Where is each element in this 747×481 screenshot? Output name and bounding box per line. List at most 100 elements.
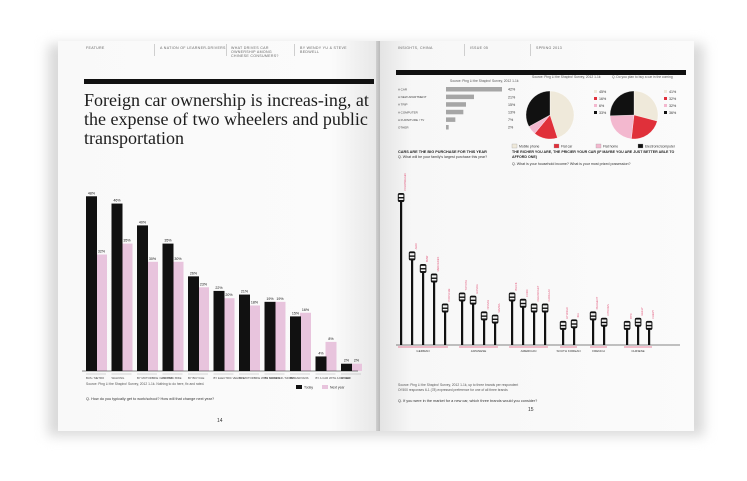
purchase-label: A TRIP — [398, 103, 407, 107]
brand-label: FORD — [525, 289, 529, 296]
page-number: 15 — [528, 407, 534, 413]
page-number: 14 — [217, 418, 223, 424]
purchase-label: A CAR — [398, 88, 408, 92]
car-window — [601, 323, 607, 325]
pie-legend-label: Flat car — [561, 145, 573, 149]
car-window — [624, 326, 630, 328]
income-heading: THE RICHER YOU ARE, THE PRICIER YOUR CAR… — [512, 150, 675, 159]
purchase-value: 42% — [508, 88, 516, 92]
brand-bar — [483, 319, 486, 345]
hbar-source: Source: Ping Li the Shapiro! Survey, 201… — [450, 79, 519, 83]
car-icon — [541, 303, 549, 313]
bar-next-year — [172, 261, 184, 371]
header-divider — [464, 44, 465, 56]
brand-bar — [511, 300, 514, 345]
group-label: FRENCH — [592, 349, 605, 353]
title-rule — [84, 79, 374, 84]
pie2-source: Q. Do you plan to buy a car in the comin… — [612, 75, 673, 79]
section-rule — [396, 70, 686, 75]
brand-bar — [461, 300, 464, 345]
brand-bar — [626, 328, 629, 345]
car-window — [531, 305, 537, 308]
car-icon — [491, 314, 499, 324]
purchase-bar — [446, 102, 466, 107]
pie1-source: Source: Ping Li the Shapiro! Survey, 201… — [532, 75, 601, 79]
bar-today — [264, 301, 276, 371]
pie-gift-slice — [525, 90, 551, 127]
purchase-bar — [446, 94, 474, 100]
value-label-next: 18% — [251, 300, 259, 304]
bar-today — [290, 316, 301, 371]
bar-next-year — [198, 287, 209, 371]
bar-next-year — [121, 243, 133, 371]
brand-label: GEELY — [640, 307, 644, 316]
category-label: BY MOTORBIKE / ELECTRIC BIKE — [137, 376, 182, 380]
car-window — [509, 297, 515, 300]
brand-bar — [573, 327, 576, 345]
purchase-value: 13% — [508, 111, 516, 115]
car-window — [459, 294, 465, 297]
pie-gift-value: 16% — [599, 97, 607, 101]
brand-source: Source: Ping Li the Shapiro! Survey, 201… — [398, 383, 519, 387]
car-window — [590, 313, 596, 316]
car-window — [560, 326, 566, 328]
purchase-label: A NEW APARTMENT — [398, 95, 427, 99]
legend-swatch-next — [322, 385, 328, 389]
left-page: FEATURE A NATION OF LEARNER-DRIVERS WHAT… — [58, 41, 380, 431]
pie-gift-slice — [549, 90, 575, 139]
pie-gift-key — [594, 111, 597, 114]
purchase-value: 15% — [508, 103, 516, 107]
pie-plan-value: 32% — [669, 97, 677, 101]
car-window — [560, 322, 566, 325]
pie-legend-label: Mobile phone — [519, 145, 539, 149]
value-label-next: 8% — [328, 337, 334, 341]
pie-legend-swatch — [637, 143, 644, 149]
value-label-next: 19% — [276, 297, 284, 301]
car-window — [571, 321, 577, 324]
car-window — [590, 316, 596, 319]
category-label: BY ELECTRIC VEHICLE — [214, 376, 245, 380]
bar-next-year — [300, 312, 311, 371]
brand-label: HYUNDAI — [565, 307, 569, 319]
header-divider — [530, 44, 531, 56]
purchase-bar — [446, 87, 502, 92]
group-label: AMERICAN — [521, 349, 537, 353]
bar-next-year — [351, 363, 362, 371]
page-title: Foreign car ownership is increas-ing, at… — [84, 90, 369, 148]
pie-plan-slice — [609, 114, 635, 140]
bar-next-year — [223, 298, 235, 371]
brand-bar — [411, 259, 414, 345]
bar-next-year — [274, 301, 286, 371]
brand-label: HONDA — [475, 284, 479, 294]
pie-plan-key — [664, 111, 667, 114]
brand-bar — [592, 319, 595, 345]
pie-gift-value: 6% — [599, 104, 605, 108]
car-icon — [430, 273, 438, 283]
value-label-next: 30% — [174, 257, 182, 261]
car-window — [481, 316, 487, 319]
header-divider — [226, 44, 227, 56]
car-window — [635, 323, 641, 325]
car-icon — [419, 264, 427, 274]
brand-bar — [433, 281, 436, 345]
pie-plan-slice — [633, 90, 659, 122]
value-label-next: 23% — [200, 282, 208, 286]
brand-bar — [603, 325, 606, 345]
pie-gift-key — [594, 90, 597, 93]
commute-bar-chart: 48% 32% BUS / METRO 46% 35% WALKING 40% 30% BY M… — [82, 191, 362, 390]
car-window — [542, 308, 548, 311]
legend-label-today: Today — [304, 386, 313, 390]
bar-today — [315, 356, 327, 371]
purchase-heading: CARS ARE THE BIG PURCHASE FOR THIS YEAR — [398, 150, 487, 154]
header-section: INSIGHTS, CHINA — [398, 46, 433, 50]
bar-today — [86, 196, 97, 371]
car-window — [409, 256, 415, 259]
value-label-next: 32% — [98, 250, 106, 254]
car-window — [492, 319, 498, 322]
car-icon — [508, 292, 516, 302]
car-window — [509, 294, 515, 297]
pie-legend-swatch — [553, 143, 560, 149]
group-label: JAPANESE — [471, 349, 486, 353]
header-season: SPRING 2013 — [536, 46, 563, 50]
car-window — [409, 253, 415, 256]
